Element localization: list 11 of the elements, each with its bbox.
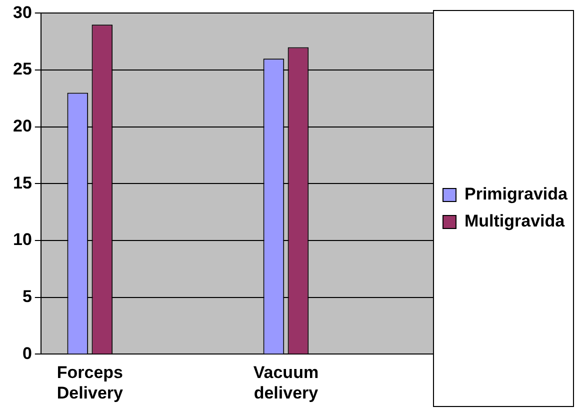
y-tick-label: 5 [22,287,32,306]
x-tick-label: Forceps Delivery [56,363,124,402]
y-tick-label: 0 [22,344,32,363]
legend-label: Multigravida [464,212,566,231]
y-tick-label: 15 [12,173,32,192]
y-tick-label: 30 [12,2,32,22]
y-tick-label: 25 [12,60,32,79]
legend-label: Primigravida [464,184,568,204]
y-tick-label: 20 [12,116,32,136]
x-tick-label: Vacuum delivery [253,363,319,402]
y-tick-label: 10 [12,230,32,250]
